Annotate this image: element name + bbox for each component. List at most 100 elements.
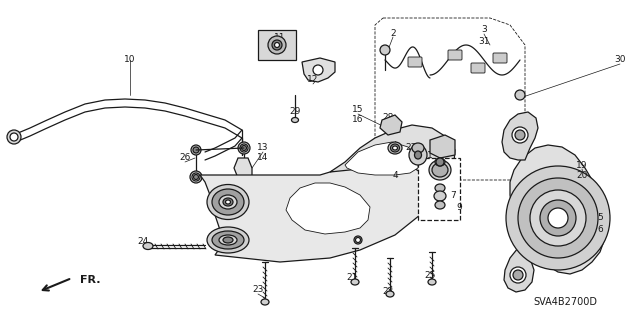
- Circle shape: [241, 145, 246, 151]
- Polygon shape: [345, 142, 418, 175]
- Ellipse shape: [409, 145, 427, 165]
- Ellipse shape: [219, 195, 237, 209]
- Ellipse shape: [207, 227, 249, 253]
- Ellipse shape: [435, 158, 445, 166]
- Text: 15: 15: [352, 106, 364, 115]
- Polygon shape: [258, 30, 296, 60]
- Polygon shape: [380, 115, 402, 135]
- Circle shape: [193, 174, 198, 180]
- Text: 6: 6: [597, 226, 603, 234]
- Ellipse shape: [291, 117, 298, 122]
- Polygon shape: [330, 125, 455, 175]
- Polygon shape: [302, 58, 335, 82]
- Ellipse shape: [412, 143, 424, 153]
- Text: 16: 16: [352, 115, 364, 124]
- Ellipse shape: [212, 231, 244, 249]
- Ellipse shape: [432, 163, 448, 177]
- Circle shape: [10, 133, 18, 141]
- Ellipse shape: [268, 36, 286, 54]
- Text: 8: 8: [429, 169, 435, 179]
- Ellipse shape: [386, 291, 394, 297]
- FancyBboxPatch shape: [408, 57, 422, 67]
- Text: SVA4B2700D: SVA4B2700D: [533, 297, 597, 307]
- Ellipse shape: [434, 191, 446, 201]
- Ellipse shape: [275, 42, 280, 48]
- Circle shape: [436, 158, 444, 166]
- Ellipse shape: [388, 142, 402, 154]
- Circle shape: [530, 190, 586, 246]
- Ellipse shape: [219, 235, 237, 245]
- Text: 30: 30: [614, 56, 626, 64]
- Polygon shape: [510, 145, 605, 274]
- Ellipse shape: [225, 200, 230, 204]
- Ellipse shape: [429, 160, 451, 180]
- Circle shape: [515, 90, 525, 100]
- Polygon shape: [430, 135, 455, 158]
- FancyBboxPatch shape: [471, 63, 485, 73]
- Text: 2: 2: [390, 28, 396, 38]
- FancyBboxPatch shape: [418, 158, 460, 220]
- Text: 12: 12: [307, 76, 319, 85]
- Ellipse shape: [223, 237, 233, 243]
- Text: 19: 19: [576, 160, 588, 169]
- Circle shape: [518, 178, 598, 258]
- Ellipse shape: [390, 144, 399, 152]
- Text: 31: 31: [478, 38, 490, 47]
- Circle shape: [191, 145, 201, 155]
- Ellipse shape: [351, 279, 359, 285]
- Polygon shape: [502, 112, 538, 160]
- Ellipse shape: [143, 242, 153, 249]
- Ellipse shape: [212, 189, 244, 215]
- Text: 21: 21: [346, 273, 358, 283]
- Ellipse shape: [435, 184, 445, 192]
- Circle shape: [380, 45, 390, 55]
- Text: 11: 11: [275, 33, 285, 41]
- Text: 5: 5: [597, 213, 603, 222]
- Text: 9: 9: [456, 203, 462, 211]
- Text: 22: 22: [382, 287, 394, 296]
- Text: 13: 13: [257, 144, 269, 152]
- Circle shape: [513, 270, 523, 280]
- Polygon shape: [504, 248, 534, 292]
- FancyBboxPatch shape: [448, 50, 462, 60]
- Text: 17: 17: [211, 198, 221, 207]
- Ellipse shape: [272, 40, 282, 50]
- Circle shape: [515, 130, 525, 140]
- Text: 29: 29: [289, 108, 301, 116]
- Circle shape: [239, 165, 249, 175]
- Ellipse shape: [223, 198, 233, 206]
- Circle shape: [241, 167, 248, 174]
- Ellipse shape: [435, 201, 445, 209]
- Text: 23: 23: [252, 286, 264, 294]
- Circle shape: [240, 144, 248, 152]
- Text: 26: 26: [179, 153, 191, 162]
- Text: 28: 28: [382, 114, 394, 122]
- Text: 25: 25: [424, 271, 436, 280]
- Circle shape: [354, 236, 362, 244]
- Ellipse shape: [261, 299, 269, 305]
- Text: 7: 7: [450, 191, 456, 201]
- Circle shape: [548, 208, 568, 228]
- Text: 24: 24: [138, 236, 148, 246]
- Text: 27: 27: [405, 144, 417, 152]
- Ellipse shape: [415, 151, 422, 159]
- Text: 3: 3: [481, 26, 487, 34]
- Circle shape: [540, 200, 576, 236]
- Circle shape: [506, 166, 610, 270]
- Text: 1: 1: [427, 151, 433, 160]
- Polygon shape: [234, 158, 252, 178]
- FancyBboxPatch shape: [493, 53, 507, 63]
- Circle shape: [238, 142, 250, 154]
- Circle shape: [7, 130, 21, 144]
- Polygon shape: [286, 183, 370, 234]
- Ellipse shape: [428, 279, 436, 285]
- Circle shape: [512, 127, 528, 143]
- Text: 14: 14: [257, 153, 269, 162]
- Circle shape: [510, 267, 526, 283]
- Circle shape: [192, 173, 200, 181]
- Text: 10: 10: [124, 56, 136, 64]
- Ellipse shape: [392, 146, 397, 150]
- Text: 20: 20: [576, 170, 588, 180]
- Text: FR.: FR.: [80, 275, 100, 285]
- Text: 4: 4: [392, 170, 398, 180]
